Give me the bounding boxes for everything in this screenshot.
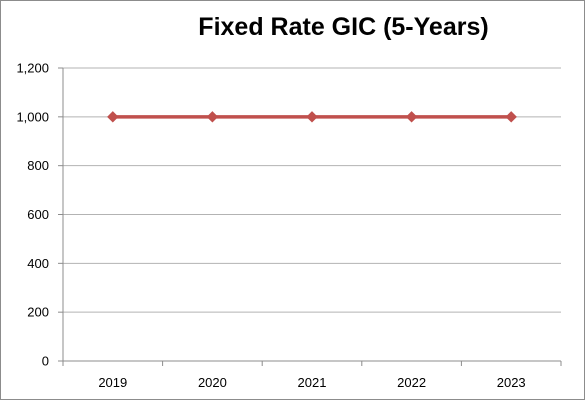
- y-tick-label: 0: [42, 354, 49, 369]
- x-tick-label: 2021: [298, 375, 327, 390]
- y-tick-label: 800: [27, 158, 49, 173]
- y-tick-label: 600: [27, 207, 49, 222]
- data-point-marker: [107, 111, 119, 123]
- data-point-marker: [306, 111, 318, 123]
- x-tick-label: 2020: [198, 375, 227, 390]
- y-tick-label: 1,200: [16, 61, 49, 76]
- chart-title: Fixed Rate GIC (5-Years): [198, 13, 489, 41]
- x-tick-label: 2022: [397, 375, 426, 390]
- data-point-marker: [206, 111, 219, 123]
- y-tick-label: 400: [27, 256, 49, 271]
- x-tick-label: 2023: [497, 375, 526, 390]
- data-point-marker: [505, 111, 517, 123]
- x-tick-label: 2019: [98, 375, 127, 390]
- data-point-marker: [405, 111, 418, 123]
- y-tick-label: 200: [27, 305, 49, 320]
- y-tick-label: 1,000: [16, 109, 49, 124]
